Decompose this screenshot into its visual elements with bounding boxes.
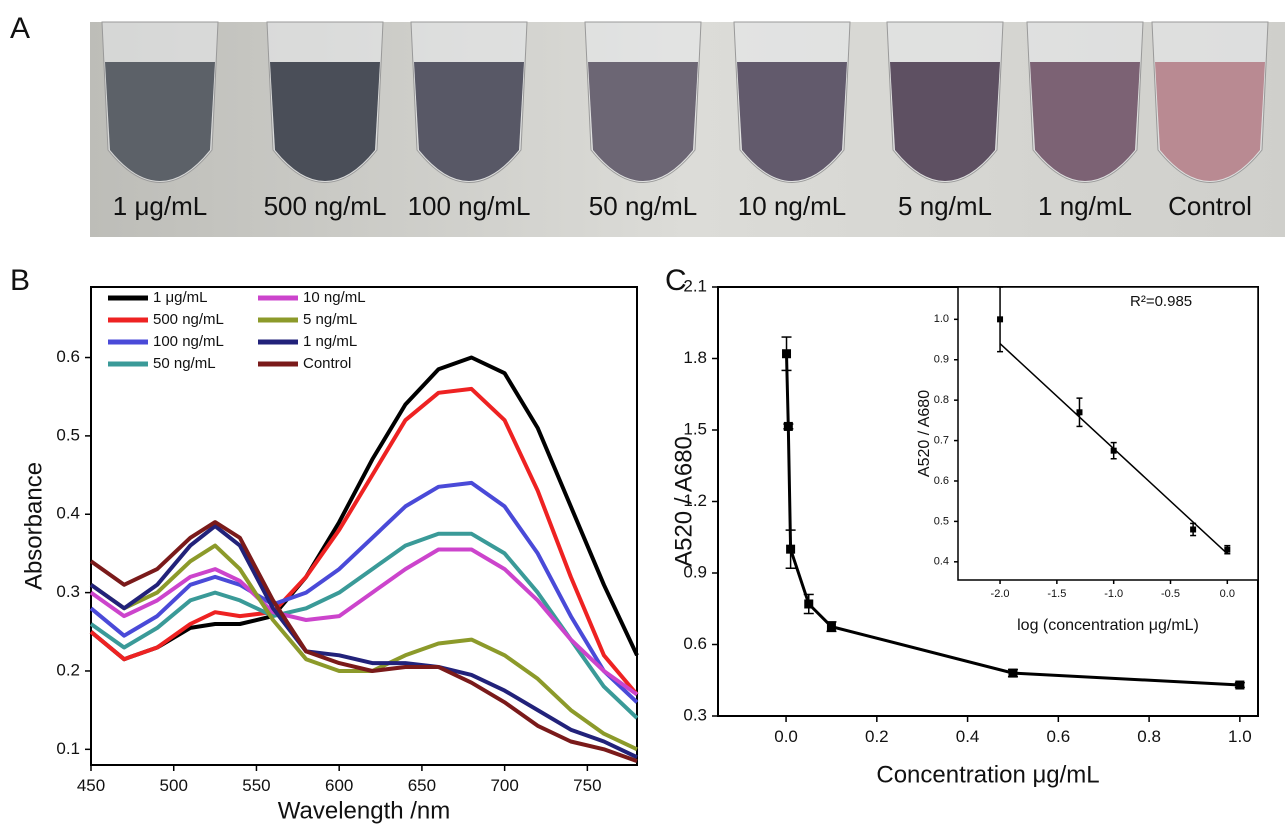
point <box>1110 447 1117 454</box>
point <box>786 544 796 554</box>
spectrum-line <box>89 543 638 752</box>
legend-label: 5 ng/mL <box>303 311 357 328</box>
y-tick-label: 0.5 <box>56 425 80 444</box>
y-axis-title: Absorbance <box>20 462 47 590</box>
tube-liquid <box>737 62 847 181</box>
panel-label: C <box>665 264 687 297</box>
tube-label: 100 ng/mL <box>408 191 531 221</box>
x-tick-label: -0.5 <box>1161 588 1180 600</box>
tube-liquid <box>414 62 524 181</box>
x-tick-label: 600 <box>325 776 353 795</box>
inset-background <box>958 287 1258 580</box>
legend-label: 10 ng/mL <box>303 289 366 306</box>
spectrum-line <box>89 547 639 697</box>
y-tick-label: 0.6 <box>56 347 80 366</box>
plot-frame <box>90 286 638 766</box>
annotation: R²=0.985 <box>1130 293 1192 310</box>
x-tick-label: 0.6 <box>1047 727 1071 746</box>
point <box>1224 546 1231 553</box>
panel-label: B <box>10 264 30 297</box>
tube-label: 5 ng/mL <box>898 191 992 221</box>
x-axis-title: log (concentration μg/mL) <box>1017 617 1199 634</box>
x-axis-title: Wavelength /nm <box>278 797 451 824</box>
plot-frame <box>957 286 1259 581</box>
y-tick-label: 0.9 <box>934 354 949 366</box>
spectrum-line <box>89 386 639 696</box>
point <box>782 349 792 359</box>
tube-liquid <box>588 62 698 181</box>
y-tick-label: 0.6 <box>683 634 707 653</box>
x-tick-label: -1.0 <box>1104 588 1123 600</box>
y-tick-label: 1.5 <box>683 419 707 438</box>
legend-label: Control <box>303 355 351 372</box>
y-tick-label: 0.8 <box>934 394 949 406</box>
tube-liquid <box>890 62 1000 181</box>
x-tick-label: 700 <box>490 776 518 795</box>
tube-label: 1 μg/mL <box>113 191 207 221</box>
tube-label: 1 ng/mL <box>1038 191 1132 221</box>
point <box>1076 409 1083 416</box>
point <box>783 421 793 431</box>
y-tick-label: 1.0 <box>934 313 949 325</box>
x-tick-label: 650 <box>408 776 436 795</box>
y-axis-title: A520 / A680 <box>916 390 933 477</box>
y-tick-label: 0.5 <box>934 515 949 527</box>
x-tick-label: 450 <box>77 776 105 795</box>
x-axis-title: Concentration μg/mL <box>876 761 1099 788</box>
legend-label: 100 ng/mL <box>153 333 224 350</box>
tube-liquid <box>105 62 215 181</box>
point <box>826 622 836 632</box>
x-tick-label: 0.8 <box>1137 727 1161 746</box>
y-tick-label: 0.7 <box>934 434 949 446</box>
tube-label: 50 ng/mL <box>589 191 697 221</box>
tube-liquid <box>270 62 380 181</box>
x-tick-label: 550 <box>242 776 270 795</box>
x-tick-label: 0.0 <box>774 727 798 746</box>
legend-label: 1 μg/mL <box>153 289 208 306</box>
x-tick-label: 1.0 <box>1228 727 1252 746</box>
y-tick-label: 0.3 <box>683 705 707 724</box>
x-tick-label: -1.5 <box>1047 588 1066 600</box>
point <box>1008 668 1018 678</box>
spectrum-line <box>89 524 638 760</box>
tube-label: 10 ng/mL <box>738 191 846 221</box>
tube-label: 500 ng/mL <box>264 191 387 221</box>
tube-label: Control <box>1168 191 1252 221</box>
x-tick-label: 0.2 <box>865 727 889 746</box>
point <box>997 316 1004 323</box>
tube-liquid <box>1030 62 1140 181</box>
x-tick-label: 0.0 <box>1220 588 1235 600</box>
y-tick-label: 0.4 <box>934 556 949 568</box>
spectrum-line <box>89 355 639 662</box>
point <box>804 599 814 609</box>
spectrum-line <box>89 520 638 763</box>
spectrum-line <box>89 531 639 720</box>
x-tick-label: 0.4 <box>956 727 980 746</box>
y-tick-label: 0.9 <box>683 562 707 581</box>
tube-liquid <box>1155 62 1265 181</box>
y-tick-label: 0.6 <box>934 475 949 487</box>
point <box>1190 526 1197 533</box>
spectrum-line <box>89 480 639 704</box>
tubes <box>101 21 1269 183</box>
y-tick-label: 0.3 <box>56 582 80 601</box>
x-tick-label: -2.0 <box>991 588 1010 600</box>
y-tick-label: 0.4 <box>56 504 80 523</box>
y-tick-label: 0.1 <box>56 739 80 758</box>
point <box>1235 680 1245 690</box>
x-tick-label: 500 <box>160 776 188 795</box>
panel-label: A <box>10 12 30 45</box>
legend-label: 500 ng/mL <box>153 311 224 328</box>
y-axis-title: A520 / A680 <box>670 436 697 567</box>
y-tick-label: 1.2 <box>683 491 707 510</box>
y-tick-label: 0.2 <box>56 660 80 679</box>
x-tick-label: 750 <box>573 776 601 795</box>
legend-label: 50 ng/mL <box>153 355 216 372</box>
legend-label: 1 ng/mL <box>303 333 357 350</box>
y-tick-label: 1.8 <box>683 348 707 367</box>
y-tick-label: 2.1 <box>683 276 707 295</box>
